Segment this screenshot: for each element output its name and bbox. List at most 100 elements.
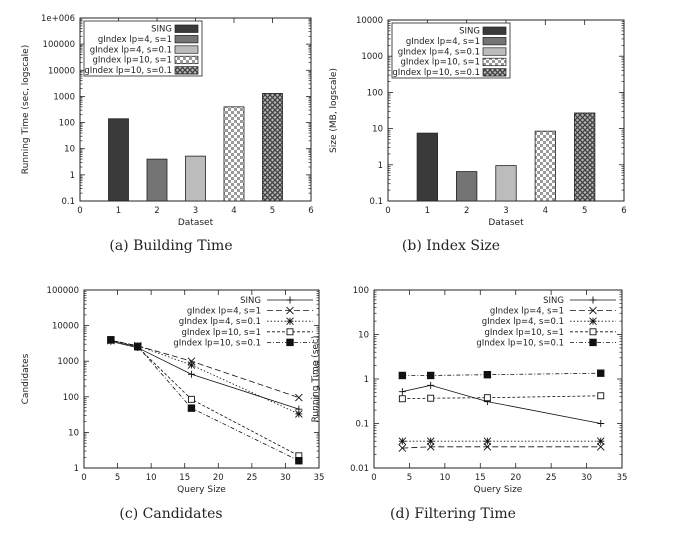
x-tick-label: 4 xyxy=(543,206,548,216)
legend-label: gIndex lp=10, s=0.1 xyxy=(84,66,172,76)
data-point xyxy=(483,442,492,451)
x-tick-label: 25 xyxy=(546,473,557,483)
data-point xyxy=(187,357,196,366)
x-tick-label: 35 xyxy=(617,473,628,483)
x-tick-label: 5 xyxy=(407,473,412,483)
data-point xyxy=(597,392,605,400)
x-tick-label: 3 xyxy=(193,206,198,216)
y-tick-label: 10000 xyxy=(48,66,75,76)
legend-label: gIndex lp=4, s=0.1 xyxy=(482,317,564,327)
caption-candidates: (c) Candidates xyxy=(119,506,222,522)
x-tick-label: 3 xyxy=(503,206,508,216)
y-tick-label: 1 xyxy=(70,171,75,181)
legend-label: gIndex lp=4, s=1 xyxy=(490,307,564,317)
data-point xyxy=(295,410,303,418)
y-tick-label: 1 xyxy=(74,464,79,474)
bar-gindex-lp-10-s-0-1 xyxy=(262,93,283,202)
legend-label: gIndex lp=4, s=1 xyxy=(187,307,261,317)
legend-label: gIndex lp=4, s=0.1 xyxy=(179,317,261,327)
y-tick-label: 10000 xyxy=(52,322,79,332)
legend-label: gIndex lp=10, s=0.1 xyxy=(173,338,261,348)
x-tick-label: 1 xyxy=(116,206,121,216)
series-line-gindex-lp-10-s-1 xyxy=(402,395,601,400)
y-tick-label: 1000 xyxy=(361,52,383,62)
data-point xyxy=(187,361,196,369)
caption-index-size: (b) Index Size xyxy=(402,238,500,254)
legend-label: gIndex lp=4, s=0.1 xyxy=(398,47,480,57)
x-tick-label: 0 xyxy=(371,473,376,483)
legend-marker xyxy=(589,296,597,304)
x-axis-label: Dataset xyxy=(178,218,214,228)
data-point xyxy=(596,437,605,446)
caption-building-time: (a) Building Time xyxy=(109,238,232,254)
x-tick-label: 20 xyxy=(510,473,521,483)
legend-swatch xyxy=(482,68,507,77)
y-axis-label: Candidates xyxy=(21,353,31,404)
data-point xyxy=(426,442,435,451)
legend-marker xyxy=(286,306,294,315)
y-tick-label: 1 xyxy=(364,375,369,385)
data-point xyxy=(187,370,195,378)
data-point xyxy=(398,371,407,380)
data-point xyxy=(483,394,491,402)
data-point xyxy=(398,437,407,446)
y-tick-label: 0.1 xyxy=(369,197,383,207)
data-point xyxy=(426,437,435,446)
y-tick-label: 10 xyxy=(68,428,79,438)
series-line-gindex-lp-4-s-0-1 xyxy=(110,340,300,415)
x-tick-label: 5 xyxy=(582,206,587,216)
bar-gindex-lp-10-s-1 xyxy=(534,130,556,202)
bar-sing xyxy=(416,132,438,202)
legend-swatch xyxy=(482,47,507,56)
y-tick-label: 100 xyxy=(353,286,369,296)
y-tick-label: 100000 xyxy=(43,40,75,50)
bar-sing xyxy=(108,118,129,202)
bar-gindex-lp-4-s-1 xyxy=(456,171,478,202)
index-size-chart: 0.1 1 10 100 1000 10000 0 1 2 3 4 5 6 Dataset Size (MB… xyxy=(329,16,627,228)
x-tick-label: 30 xyxy=(581,473,592,483)
legend-label: SING xyxy=(459,27,480,37)
x-tick-label: 6 xyxy=(308,206,313,216)
y-tick-label: 0.1 xyxy=(355,420,369,430)
data-point xyxy=(295,393,303,402)
caption-filtering-time: (d) Filtering Time xyxy=(390,506,516,522)
legend-label: SING xyxy=(151,25,172,35)
legend-swatch xyxy=(482,57,507,67)
x-axis-label: Dataset xyxy=(488,218,524,228)
y-tick-label: 10000 xyxy=(356,16,383,26)
legend-label: gIndex lp=10, s=0.1 xyxy=(392,68,480,78)
y-tick-label: 1 xyxy=(378,161,383,171)
y-tick-label: 1000 xyxy=(53,92,75,102)
data-point xyxy=(398,395,406,403)
bar-gindex-lp-4-s-0-1 xyxy=(495,165,517,202)
y-tick-label: 10 xyxy=(358,331,369,341)
bar-gindex-lp-4-s-1 xyxy=(146,158,168,202)
legend-label: gIndex lp=4, s=1 xyxy=(98,35,172,45)
legend-swatch xyxy=(174,66,199,75)
candidates-chart: 1 10 100 1000 10000 100000 0 5 10 15 20 25 30 35 Query… xyxy=(21,286,324,495)
legend-label: gIndex lp=10, s=1 xyxy=(92,56,172,66)
y-axis-label: Running Time (sec) xyxy=(311,336,321,423)
y-tick-label: 0.01 xyxy=(350,464,369,474)
legend-label: gIndex lp=10, s=1 xyxy=(400,58,480,68)
y-tick-label: 1000 xyxy=(57,357,79,367)
bar-gindex-lp-10-s-0-1 xyxy=(574,112,596,202)
legend-marker xyxy=(286,328,294,336)
filtering-time-chart: 0.01 0.1 1 10 100 0 5 10 15 20 25 30 35 Query Size Run… xyxy=(311,286,627,495)
data-point xyxy=(483,437,492,446)
y-tick-label: 0.1 xyxy=(61,197,75,207)
data-point xyxy=(398,388,406,396)
legend-label: gIndex lp=10, s=0.1 xyxy=(476,338,564,348)
x-tick-label: 1 xyxy=(425,206,430,216)
y-tick-label: 10 xyxy=(372,125,383,135)
data-point xyxy=(295,457,303,465)
data-point xyxy=(187,395,195,403)
legend-swatch xyxy=(174,55,199,65)
y-tick-label: 100 xyxy=(59,119,75,129)
series-line-gindex-lp-4-s-1 xyxy=(402,446,601,449)
data-point xyxy=(187,404,196,412)
legend-label: gIndex lp=10, s=1 xyxy=(181,328,261,338)
x-tick-label: 0 xyxy=(77,206,82,216)
x-tick-label: 10 xyxy=(146,473,157,483)
